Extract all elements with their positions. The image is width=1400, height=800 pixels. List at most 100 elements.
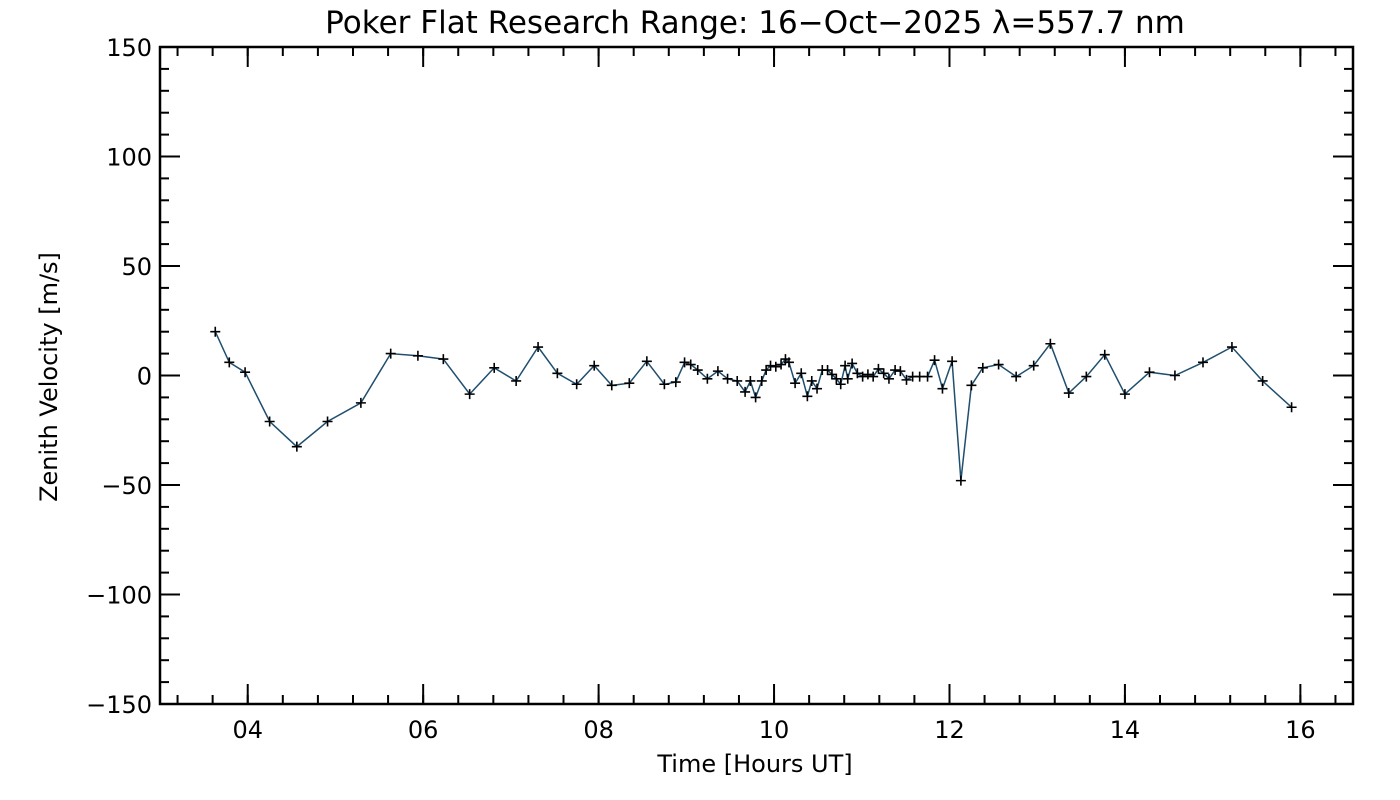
data-point-marker: [822, 365, 833, 376]
data-point-marker: [511, 375, 522, 386]
x-tick-label: 12: [934, 716, 965, 744]
data-point-marker: [240, 367, 251, 378]
data-point-marker: [852, 368, 863, 379]
data-point-marker: [1286, 402, 1297, 413]
data-point-marker: [712, 366, 723, 377]
data-point-marker: [750, 392, 761, 403]
data-point-marker: [901, 374, 912, 385]
data-point-marker: [732, 375, 743, 386]
y-axis-label: Zenith Velocity [m/s]: [35, 252, 63, 502]
data-point-marker: [1169, 370, 1180, 381]
data-point-marker: [761, 365, 772, 376]
data-point-marker: [776, 359, 787, 370]
data-point-marker: [210, 326, 221, 337]
data-point-marker: [1144, 367, 1155, 378]
data-point-marker: [685, 359, 696, 370]
data-point-marker: [770, 361, 781, 372]
major-ticks: [160, 46, 1353, 705]
data-point-marker: [1226, 342, 1237, 353]
data-point-marker: [679, 357, 690, 368]
x-tick-label: 08: [583, 716, 614, 744]
data-point-marker: [659, 379, 670, 390]
data-point-marker: [831, 373, 842, 384]
data-point-marker: [224, 357, 235, 368]
data-point-marker: [826, 369, 837, 380]
data-point-marker: [702, 373, 713, 384]
data-point-marker: [895, 366, 906, 377]
data-point-marker: [1257, 375, 1268, 386]
chart-title: Poker Flat Research Range: 16−Oct−2025 λ…: [325, 5, 1185, 41]
data-series: [210, 326, 1297, 486]
y-tick-label: 150: [106, 34, 152, 62]
data-point-marker: [937, 383, 948, 394]
y-tick-labels: 150 100 50 0 −50 −100 −150: [86, 34, 152, 719]
x-tick-labels: 04 06 08 10 12 14 16: [232, 716, 1315, 744]
x-tick-label: 04: [232, 716, 263, 744]
series-line: [214, 331, 1293, 481]
data-point-marker: [606, 380, 617, 391]
data-point-marker: [533, 342, 544, 353]
x-tick-label: 14: [1110, 716, 1141, 744]
data-point-marker: [966, 380, 977, 391]
data-point-marker: [624, 378, 635, 389]
data-point-marker: [438, 354, 449, 365]
plot-frame: [158, 45, 1355, 706]
data-point-marker: [862, 369, 873, 380]
data-point-marker: [847, 358, 858, 369]
data-point-marker: [722, 373, 733, 384]
data-point-marker: [264, 416, 275, 427]
data-point-marker: [1011, 371, 1022, 382]
y-tick-label: −100: [86, 582, 152, 610]
data-point-marker: [796, 368, 807, 379]
data-point-marker: [355, 397, 366, 408]
data-point-marker: [790, 378, 801, 389]
data-point-marker: [1198, 357, 1208, 368]
data-point-marker: [806, 375, 817, 386]
data-point-marker: [464, 389, 475, 400]
data-point-marker: [641, 356, 652, 367]
data-point-marker: [552, 368, 563, 379]
data-point-marker: [840, 360, 851, 371]
data-point-marker: [955, 475, 966, 486]
data-point-marker: [1081, 371, 1092, 382]
data-point-marker: [868, 371, 879, 382]
data-point-marker: [745, 375, 756, 386]
x-tick-label: 10: [759, 716, 790, 744]
data-point-marker: [589, 360, 600, 371]
data-point-marker: [692, 365, 703, 376]
data-point-marker: [291, 441, 302, 452]
x-tick-label: 06: [408, 716, 439, 744]
data-point-marker: [873, 363, 884, 374]
x-tick-label: 16: [1285, 716, 1316, 744]
data-point-marker: [842, 373, 853, 384]
data-point-marker: [890, 365, 901, 376]
y-tick-label: 100: [106, 144, 152, 172]
data-point-marker: [571, 379, 582, 390]
data-point-marker: [756, 375, 767, 386]
y-tick-label: 0: [137, 363, 152, 391]
data-point-marker: [385, 348, 396, 359]
y-tick-label: −50: [101, 472, 152, 500]
data-point-marker: [802, 391, 813, 402]
data-point-marker: [412, 350, 423, 361]
data-point-marker: [812, 383, 823, 394]
data-point-marker: [1119, 389, 1130, 400]
data-point-marker: [977, 362, 988, 373]
data-point-marker: [835, 379, 846, 390]
data-point-marker: [1063, 388, 1074, 399]
data-point-marker: [922, 371, 933, 382]
data-point-marker: [489, 362, 500, 373]
data-point-marker: [1045, 338, 1056, 349]
data-point-marker: [322, 416, 333, 427]
data-point-marker: [740, 386, 751, 397]
data-point-marker: [883, 373, 894, 384]
data-point-marker: [765, 360, 776, 371]
data-point-marker: [783, 357, 794, 368]
data-point-marker: [1028, 360, 1039, 371]
data-point-marker: [929, 355, 940, 366]
y-tick-label: 50: [121, 253, 152, 281]
data-point-marker: [857, 371, 868, 382]
y-tick-label: −150: [86, 691, 152, 719]
data-point-marker: [670, 377, 681, 388]
